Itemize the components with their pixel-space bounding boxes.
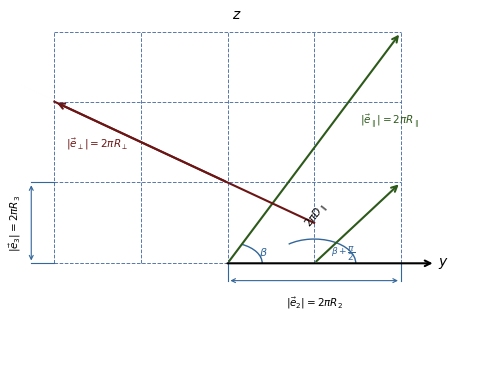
Text: $|\vec{e}_2| = 2\pi R_2$: $|\vec{e}_2| = 2\pi R_2$ — [286, 295, 343, 310]
Text: $\beta + \dfrac{\pi}{2}$: $\beta + \dfrac{\pi}{2}$ — [332, 244, 356, 263]
Text: $|\vec{e}_{\perp}| = 2\pi R_{\perp}$: $|\vec{e}_{\perp}| = 2\pi R_{\perp}$ — [66, 137, 128, 152]
Text: $|\vec{e}_{\parallel}| = 2\pi R_{\parallel}$: $|\vec{e}_{\parallel}| = 2\pi R_{\parall… — [360, 113, 420, 130]
Text: $2\pi D_{\parallel}$: $2\pi D_{\parallel}$ — [302, 200, 332, 231]
Text: $y$: $y$ — [438, 256, 449, 271]
Text: $|\vec{e}_3| = 2\pi R_3$: $|\vec{e}_3| = 2\pi R_3$ — [7, 194, 23, 252]
Text: $\beta$: $\beta$ — [259, 246, 268, 260]
Text: $z$: $z$ — [232, 8, 241, 22]
